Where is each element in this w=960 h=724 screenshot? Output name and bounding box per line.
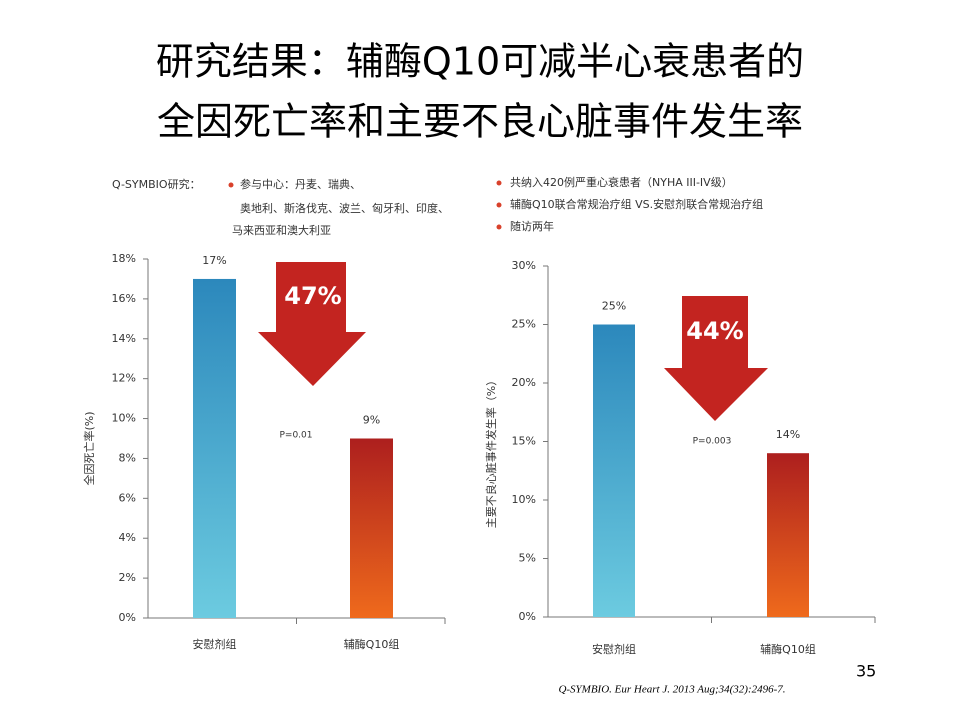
- note: 参与中心：丹麦、瑞典、: [240, 177, 361, 191]
- title: 研究结果：辅酶Q10可减半心衰患者的: [156, 40, 804, 84]
- y-tick-label: 30%: [512, 259, 536, 272]
- value-label: 17%: [202, 254, 226, 267]
- value-label: 25%: [602, 300, 626, 313]
- y-tick-label: 4%: [119, 531, 136, 544]
- y-tick-label: 14%: [112, 332, 136, 345]
- y-tick-label: 0%: [119, 611, 136, 624]
- y-tick-label: 10%: [512, 493, 536, 506]
- arrow: [258, 262, 366, 386]
- value-label: 9%: [363, 414, 380, 427]
- note: 马来西亚和澳大利亚: [232, 223, 331, 237]
- note: 奥地利、斯洛伐克、波兰、匈牙利、印度、: [240, 201, 449, 215]
- study-label: Q-SYMBIO研究：: [112, 177, 201, 191]
- x-tick-label: 安慰剂组: [592, 642, 636, 656]
- y-tick-label: 12%: [112, 372, 136, 385]
- arrow: [664, 296, 768, 421]
- y-tick-label: 10%: [112, 412, 136, 425]
- p-value: P=0.01: [279, 431, 312, 441]
- x-tick-label: 安慰剂组: [193, 637, 237, 651]
- citation: Q-SYMBIO. Eur Heart J. 2013 Aug;34(32):2…: [558, 684, 785, 696]
- page-number: 35: [856, 662, 876, 681]
- y-axis-label: 全因死亡率(%): [82, 411, 96, 485]
- bullet: [228, 182, 234, 188]
- p-value: P=0.003: [693, 437, 732, 447]
- bullet: [496, 202, 502, 208]
- note: 共纳入420例严重心衰患者（NYHA III-IV级）: [510, 175, 733, 189]
- bullet: [496, 224, 502, 230]
- y-tick-label: 18%: [112, 252, 136, 265]
- title: 全因死亡率和主要不良心脏事件发生率: [157, 100, 803, 144]
- note: 辅酶Q10联合常规治疗组 VS.安慰剂联合常规治疗组: [510, 197, 763, 211]
- note: 随访两年: [510, 219, 554, 233]
- bar: [350, 438, 393, 618]
- y-tick-label: 20%: [512, 376, 536, 389]
- x-tick-label: 辅酶Q10组: [760, 642, 816, 656]
- reduction-label: 47%: [284, 282, 341, 310]
- bar: [193, 278, 236, 618]
- x-tick-label: 辅酶Q10组: [344, 637, 400, 651]
- y-tick-label: 5%: [519, 552, 536, 565]
- bullet: [496, 180, 502, 186]
- bar: [593, 324, 635, 617]
- y-tick-label: 15%: [512, 435, 536, 448]
- value-label: 14%: [776, 428, 800, 441]
- bar: [767, 453, 809, 617]
- y-axis-label: 主要不良心脏事件发生率（%）: [484, 375, 498, 528]
- y-tick-label: 16%: [112, 292, 136, 305]
- y-tick-label: 2%: [119, 571, 136, 584]
- y-tick-label: 6%: [119, 491, 136, 504]
- y-tick-label: 0%: [519, 610, 536, 623]
- y-tick-label: 25%: [512, 318, 536, 331]
- reduction-label: 44%: [686, 317, 743, 345]
- y-tick-label: 8%: [119, 451, 136, 464]
